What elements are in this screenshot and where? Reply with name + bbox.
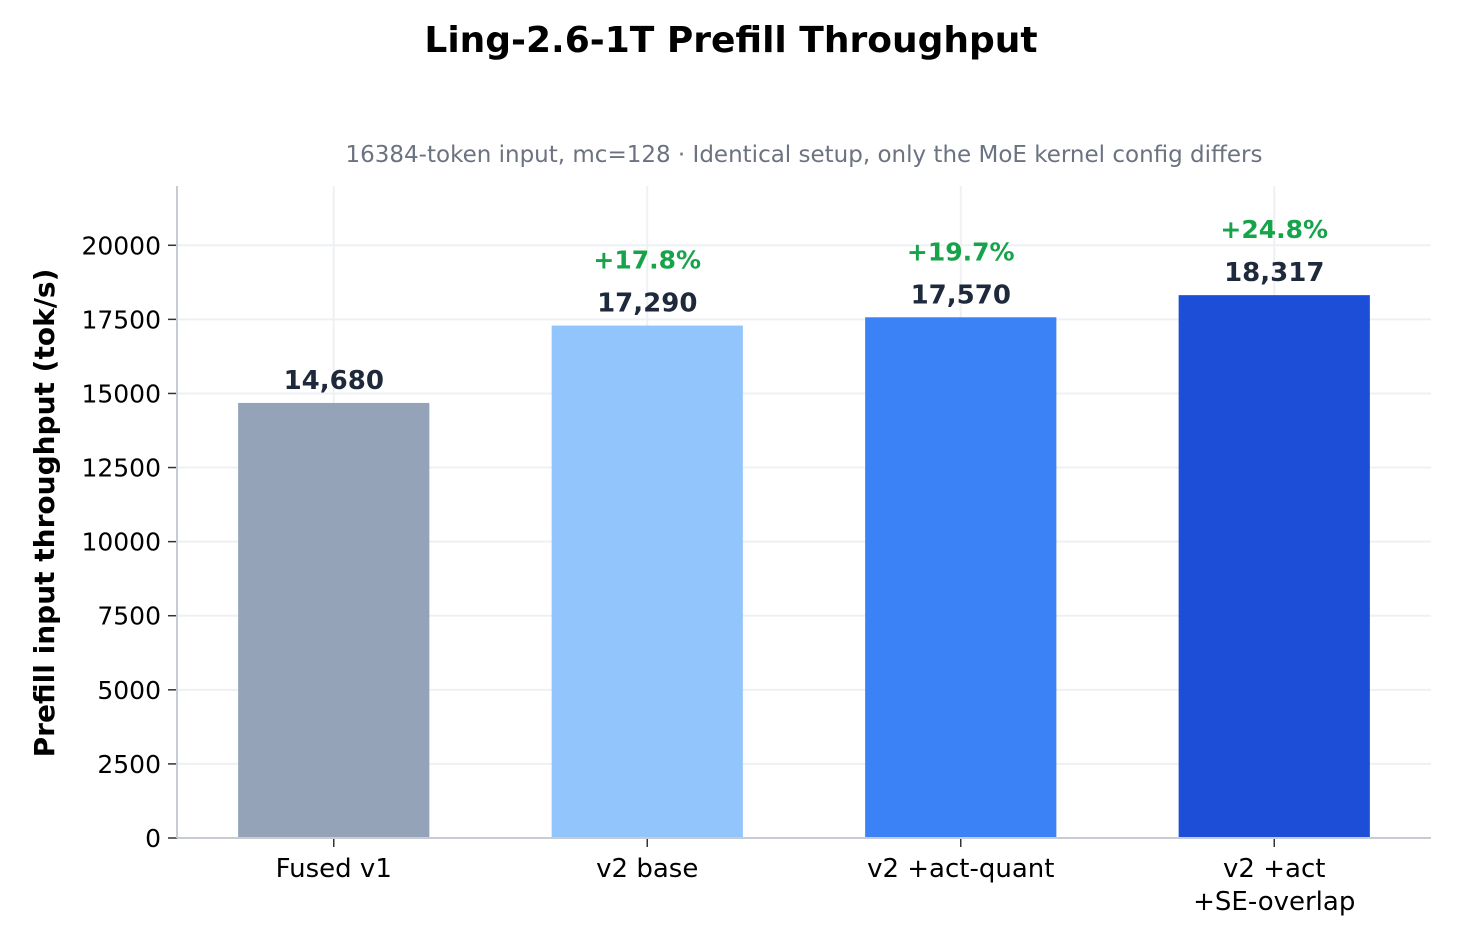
bar-improvement-label: +17.8%: [593, 246, 701, 275]
x-category-label: v2 base: [596, 854, 698, 884]
bar-value-label: 17,570: [911, 280, 1011, 310]
bar-improvement-label: +24.8%: [1220, 215, 1328, 244]
bar: [238, 402, 430, 838]
chart-subtitle: 16384-token input, mc=128 · Identical se…: [346, 142, 1263, 168]
bar-layer: [238, 295, 1370, 839]
label-layer: 0 2500 5000 7500 10000 12500 15000 17500 20000 14…: [81, 215, 1355, 917]
y-tick-label: 20000: [81, 231, 161, 260]
bar: [551, 325, 743, 838]
x-category-label: Fused v1: [276, 854, 392, 884]
y-axis-title: Prefill input throughput (tok/s): [28, 269, 61, 758]
y-tick-label: 15000: [81, 379, 161, 408]
bar-improvement-label: +19.7%: [907, 237, 1015, 266]
x-category-label: v2 +act-quant: [867, 854, 1054, 884]
bar-value-label: 18,317: [1224, 258, 1324, 288]
y-tick-label: 2500: [97, 750, 161, 779]
bar-value-label: 17,290: [597, 289, 697, 319]
y-tick-label: 7500: [97, 602, 161, 631]
y-tick-label: 5000: [97, 676, 161, 705]
y-tick-label: 0: [145, 824, 161, 853]
bar: [865, 317, 1057, 839]
bar-value-label: 14,680: [284, 366, 384, 396]
y-tick-label: 12500: [81, 454, 161, 483]
axis-layer: [176, 186, 1431, 839]
x-category-label: +SE-overlap: [1193, 887, 1355, 917]
chart-title: Ling-2.6-1T Prefill Throughput: [424, 20, 1037, 61]
bar: [1178, 295, 1370, 838]
y-tick-label: 10000: [81, 528, 161, 557]
x-category-label: v2 +act: [1223, 854, 1325, 884]
y-tick-label: 17500: [81, 305, 161, 334]
